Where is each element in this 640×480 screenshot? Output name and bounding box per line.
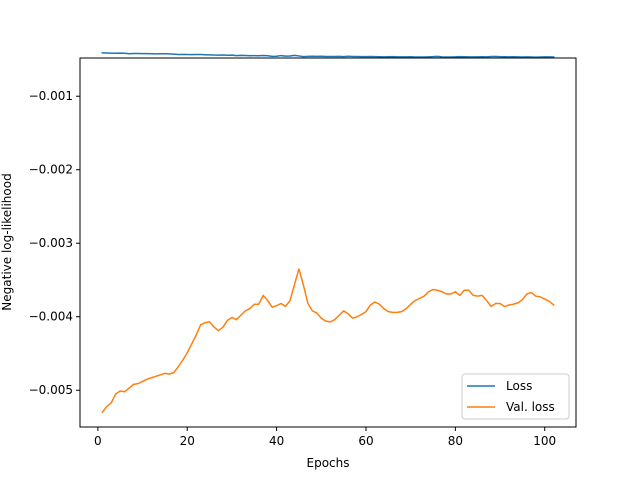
- axes-frame: [79, 57, 577, 428]
- x-tick-label: 100: [533, 434, 556, 448]
- series-line-loss: [101, 52, 555, 58]
- x-axis-ticks: 0 20 40 60 80 100: [94, 427, 556, 448]
- x-tick-label: 0: [94, 434, 102, 448]
- y-axis-label: Negative log-likelihood: [0, 173, 14, 310]
- legend: Loss Val. loss: [461, 373, 570, 420]
- x-tick-label: 20: [180, 434, 195, 448]
- legend-label-val-loss: Val. loss: [506, 400, 555, 414]
- y-tick-label: −0.005: [29, 383, 73, 397]
- legend-label-loss: Loss: [506, 379, 532, 393]
- y-tick-label: −0.004: [29, 310, 73, 324]
- y-axis-ticks: −0.005 −0.004 −0.003 −0.002 −0.001: [29, 89, 80, 397]
- y-tick-label: −0.002: [29, 163, 73, 177]
- x-axis-label: Epochs: [307, 456, 350, 470]
- x-tick-label: 80: [448, 434, 463, 448]
- series-layer: [101, 52, 555, 414]
- series-line-val-loss: [101, 268, 555, 414]
- x-tick-label: 60: [358, 434, 373, 448]
- x-tick-label: 40: [269, 434, 284, 448]
- y-tick-label: −0.001: [29, 89, 73, 103]
- y-tick-label: −0.003: [29, 236, 73, 250]
